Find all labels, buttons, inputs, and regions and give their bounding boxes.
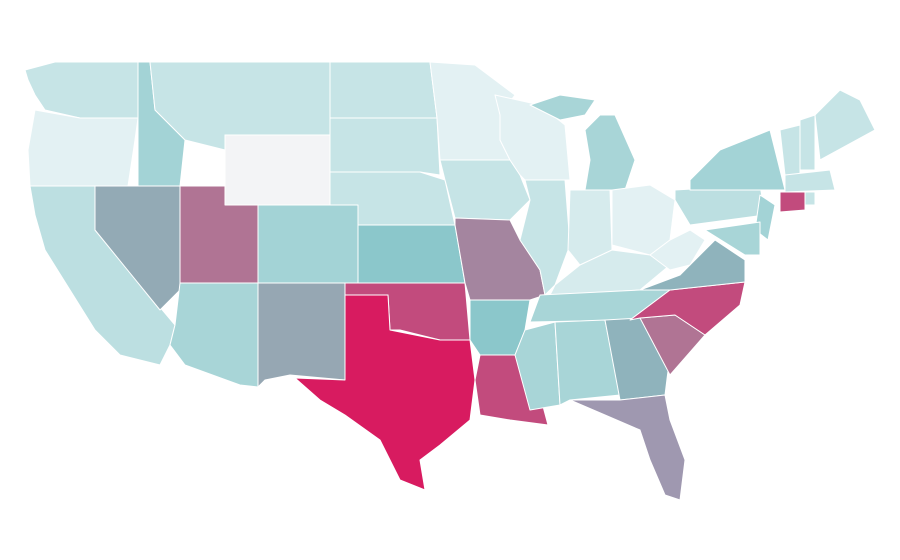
state xyxy=(169,282,259,388)
state xyxy=(704,221,761,256)
state xyxy=(569,394,686,501)
state xyxy=(529,94,636,191)
state xyxy=(514,321,561,411)
state xyxy=(294,294,476,491)
state xyxy=(689,129,786,191)
state xyxy=(257,204,359,284)
state xyxy=(674,184,766,226)
state xyxy=(27,109,139,187)
state xyxy=(799,114,816,171)
state xyxy=(329,117,441,176)
state xyxy=(779,124,801,176)
state xyxy=(649,229,706,271)
state xyxy=(804,191,816,206)
state xyxy=(554,319,621,406)
state xyxy=(814,89,876,161)
state xyxy=(257,282,346,388)
state xyxy=(357,224,466,284)
state xyxy=(454,217,546,301)
state xyxy=(329,61,438,119)
state xyxy=(639,239,746,291)
state xyxy=(779,191,806,213)
state xyxy=(224,134,331,206)
state xyxy=(784,169,836,193)
state xyxy=(24,61,139,119)
